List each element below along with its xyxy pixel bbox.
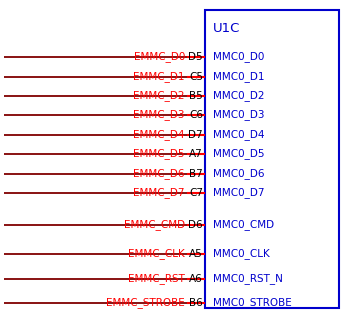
Text: D7: D7 — [189, 130, 203, 140]
Text: MMC0_D2: MMC0_D2 — [213, 91, 265, 101]
Text: B6: B6 — [189, 298, 203, 308]
Text: MMC0_D4: MMC0_D4 — [213, 130, 265, 140]
Text: MMC0_STROBE: MMC0_STROBE — [213, 298, 292, 308]
Text: MMC0_CMD: MMC0_CMD — [213, 220, 274, 230]
Text: MMC0_D6: MMC0_D6 — [213, 169, 265, 179]
Text: EMMC_D1: EMMC_D1 — [133, 72, 185, 82]
Text: EMMC_D2: EMMC_D2 — [133, 91, 185, 101]
Text: EMMC_D4: EMMC_D4 — [133, 130, 185, 140]
Text: MMC0_RST_N: MMC0_RST_N — [213, 274, 283, 284]
Text: D6: D6 — [189, 220, 203, 230]
Text: B7: B7 — [189, 169, 203, 179]
Text: EMMC_D6: EMMC_D6 — [133, 169, 185, 179]
Text: EMMC_D0: EMMC_D0 — [133, 52, 185, 62]
Text: A6: A6 — [189, 274, 203, 284]
Text: EMMC_STROBE: EMMC_STROBE — [106, 298, 185, 308]
Text: MMC0_D3: MMC0_D3 — [213, 110, 265, 120]
Text: A7: A7 — [189, 149, 203, 159]
Text: MMC0_D7: MMC0_D7 — [213, 188, 265, 198]
Text: EMMC_CLK: EMMC_CLK — [128, 249, 185, 259]
Text: D5: D5 — [189, 52, 203, 62]
Text: EMMC_CMD: EMMC_CMD — [124, 220, 185, 230]
Text: C5: C5 — [189, 72, 203, 82]
Text: U1C: U1C — [213, 22, 240, 35]
Text: EMMC_RST: EMMC_RST — [128, 274, 185, 284]
Text: B5: B5 — [189, 91, 203, 101]
Text: EMMC_D7: EMMC_D7 — [133, 188, 185, 198]
Text: C7: C7 — [189, 188, 203, 198]
Text: C6: C6 — [189, 110, 203, 120]
Text: EMMC_D5: EMMC_D5 — [133, 149, 185, 159]
Text: A5: A5 — [189, 249, 203, 259]
Text: EMMC_D3: EMMC_D3 — [133, 110, 185, 120]
Text: MMC0_D5: MMC0_D5 — [213, 149, 265, 159]
Text: MMC0_CLK: MMC0_CLK — [213, 249, 270, 259]
Bar — [205, 10, 339, 308]
Text: MMC0_D1: MMC0_D1 — [213, 72, 265, 82]
Text: MMC0_D0: MMC0_D0 — [213, 52, 265, 62]
